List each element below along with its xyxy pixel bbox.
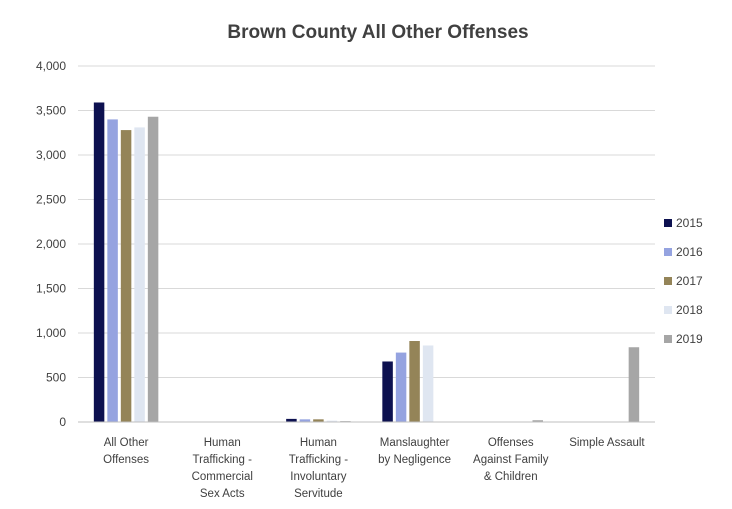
bar-2019-cat-5 [628, 347, 640, 422]
x-category-line: Trafficking - [289, 454, 349, 466]
x-category-label: Human Trafficking - Commercial Sex Acts [192, 437, 253, 500]
bar-2019-cat-4 [532, 420, 543, 422]
y-tick-label: 1,000 [36, 326, 66, 340]
y-tick-label: 0 [59, 415, 66, 429]
y-tick-label: 4,000 [36, 59, 66, 73]
x-category-line: Servitude [294, 488, 343, 500]
bar-2018-cat-3 [422, 345, 434, 422]
y-tick-label: 2,000 [36, 237, 66, 251]
x-category-line: Trafficking - [193, 454, 253, 466]
bar-2018-cat-2 [326, 420, 338, 422]
chart-title: Brown County All Other Offenses [227, 22, 528, 43]
x-category-line: Human [300, 437, 337, 449]
bar-2019-cat-0 [147, 116, 159, 422]
bar-2016-cat-2 [299, 419, 311, 422]
y-tick-label: 1,500 [36, 282, 66, 296]
x-category-label: Manslaughter by Negligence [378, 437, 451, 466]
bars [93, 102, 640, 423]
legend-label: 2019 [676, 332, 703, 346]
bar-2017-cat-3 [409, 341, 420, 422]
legend-swatch [664, 219, 672, 227]
x-category-line: Against Family [473, 454, 549, 466]
legend-label: 2016 [676, 245, 703, 259]
legend-swatch [664, 306, 672, 314]
x-category-line: Simple Assault [569, 437, 645, 449]
bar-2015-cat-0 [93, 102, 105, 423]
y-tick-label: 2,500 [36, 193, 66, 207]
x-category-line: Human [204, 437, 241, 449]
x-category-line: Offenses [103, 454, 149, 466]
legend: 2015 2016 2017 2018 2019 [664, 216, 703, 346]
x-category-label: All Other Offenses [103, 437, 149, 466]
legend-item-2015: 2015 [664, 216, 703, 230]
legend-item-2018: 2018 [664, 303, 703, 317]
legend-label: 2015 [676, 216, 703, 230]
legend-swatch [664, 335, 672, 343]
x-category-line: All Other [104, 437, 149, 449]
bar-2015-cat-2 [286, 418, 297, 422]
x-category-line: & Children [484, 471, 538, 483]
y-tick-label: 3,500 [36, 104, 66, 118]
legend-swatch [664, 248, 672, 256]
bar-2018-cat-0 [134, 127, 145, 422]
x-category-label: Human Trafficking - Involuntary Servitude [289, 437, 349, 500]
x-category-line: Offenses [488, 437, 534, 449]
x-category-line: Sex Acts [200, 488, 245, 500]
legend-item-2019: 2019 [664, 332, 703, 346]
bar-2017-cat-0 [120, 130, 132, 422]
x-category-line: Commercial [192, 471, 253, 483]
legend-item-2017: 2017 [664, 274, 703, 288]
x-axis-categories: All Other Offenses Human Trafficking - Comme… [103, 437, 645, 500]
x-category-line: Manslaughter [380, 437, 450, 449]
legend-swatch [664, 277, 672, 285]
x-category-line: Involuntary [290, 471, 347, 483]
x-category-line: by Negligence [378, 454, 451, 466]
y-axis-ticks: 0 500 1,000 1,500 2,000 2,500 3,000 3,500 4,000 [36, 59, 66, 429]
x-category-label: Offenses Against Family & Children [473, 437, 549, 483]
gridlines [78, 65, 655, 378]
bar-2016-cat-0 [107, 119, 118, 423]
bar-2016-cat-3 [395, 352, 407, 422]
legend-item-2016: 2016 [664, 245, 703, 259]
y-tick-label: 500 [46, 371, 66, 385]
bar-2017-cat-2 [313, 419, 324, 422]
y-tick-label: 3,000 [36, 148, 66, 162]
bar-2015-cat-3 [382, 361, 393, 422]
x-category-label: Simple Assault [569, 437, 645, 449]
legend-label: 2018 [676, 303, 703, 317]
legend-label: 2017 [676, 274, 703, 288]
